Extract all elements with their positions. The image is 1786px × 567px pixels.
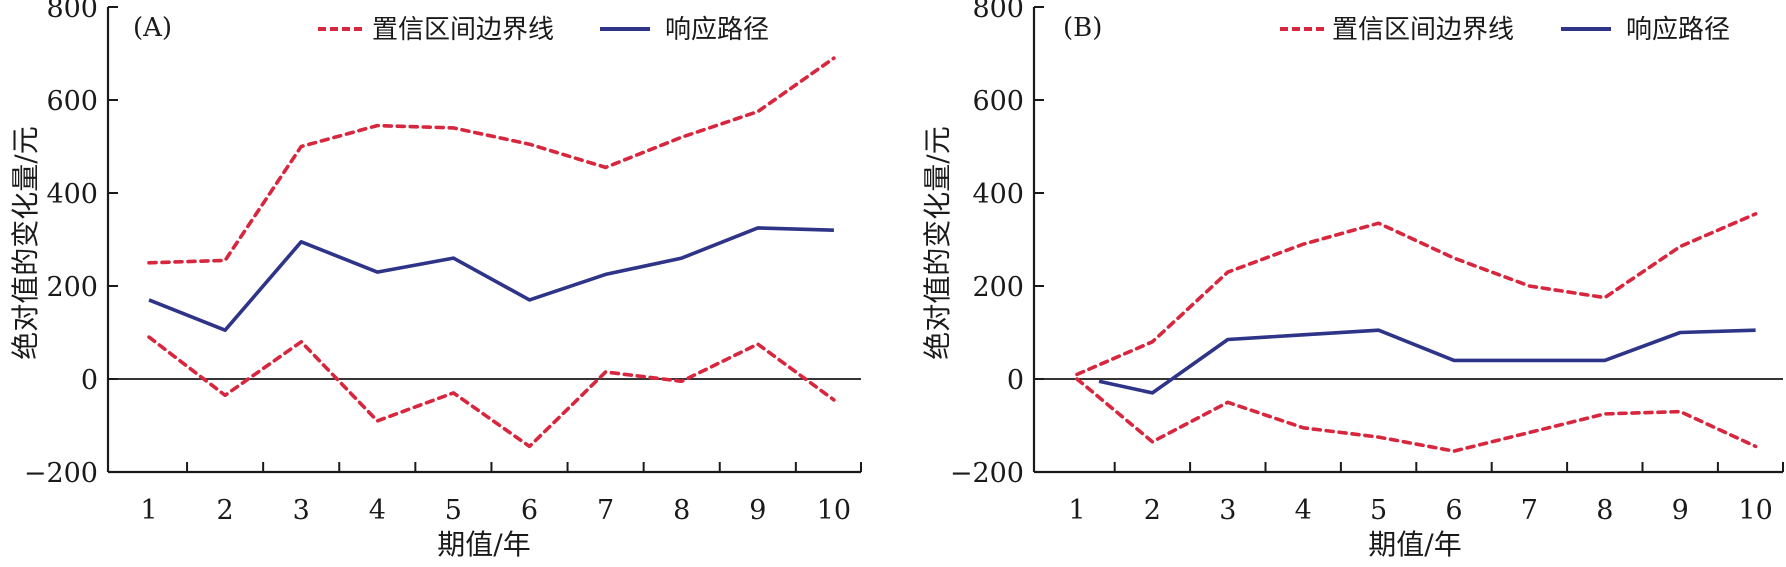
x-tick-label: 3 <box>293 495 310 526</box>
x-tick-label: 7 <box>1521 495 1538 526</box>
y-tick-label: 400 <box>972 179 1024 210</box>
x-tick-label: 4 <box>1295 495 1312 526</box>
x-tick-label: 10 <box>1738 495 1772 526</box>
legend-label-response: 响应路径 <box>665 15 769 45</box>
x-tick-label: 6 <box>1445 495 1462 526</box>
legend-label-bound: 置信区间边界线 <box>1332 15 1514 45</box>
x-tick-label: 1 <box>1068 495 1085 526</box>
series-lower-bound-line <box>1075 377 1758 453</box>
x-axis-title: 期值/年 <box>1368 528 1461 561</box>
series-response-line <box>1098 328 1756 395</box>
x-tick-label: 10 <box>817 495 851 526</box>
y-tick-label: −200 <box>950 458 1024 489</box>
y-tick-label: 200 <box>972 272 1024 303</box>
y-tick-label: 600 <box>46 86 98 117</box>
x-tick-label: 2 <box>217 495 234 526</box>
y-tick-label: 0 <box>1007 365 1024 396</box>
x-tick-label: 5 <box>1370 495 1387 526</box>
series-upper-bound-line <box>1075 212 1758 377</box>
x-tick-label: 4 <box>369 495 386 526</box>
y-axis-title: 绝对值的变化量/元 <box>9 126 42 359</box>
x-tick-label: 1 <box>140 495 157 526</box>
x-tick-label: 3 <box>1219 495 1236 526</box>
x-tick-label: 5 <box>445 495 462 526</box>
panel-b: 绝对值的变化量/元 期值/年 (B) 置信区间边界线 响应路径 −200 0 200… <box>921 0 1784 561</box>
series-upper-bound-line <box>147 56 836 265</box>
panel-a: 绝对值的变化量/元 期值/年 (A) 置信区间边界线 响应路径 −200 0 200… <box>9 0 862 561</box>
x-tick-label: 9 <box>749 495 766 526</box>
y-tick-label: 0 <box>81 365 98 396</box>
x-tick-label: 8 <box>1596 495 1613 526</box>
legend: 置信区间边界线 响应路径 <box>1280 15 1730 45</box>
series-lower-bound-line <box>147 335 836 449</box>
x-tick-label: 2 <box>1144 495 1161 526</box>
legend: 置信区间边界线 响应路径 <box>318 15 769 45</box>
legend-label-bound: 置信区间边界线 <box>372 15 554 45</box>
legend-label-response: 响应路径 <box>1626 15 1730 45</box>
y-axis-title: 绝对值的变化量/元 <box>921 126 954 359</box>
panel-label: (B) <box>1063 13 1102 43</box>
y-tick-label: 800 <box>972 0 1024 24</box>
x-tick-label: 7 <box>597 495 614 526</box>
y-tick-label: 400 <box>46 179 98 210</box>
x-tick-label: 8 <box>673 495 690 526</box>
series-response-line <box>148 226 834 332</box>
y-tick-label: 600 <box>972 86 1024 117</box>
y-tick-label: −200 <box>24 458 98 489</box>
y-tick-label: 800 <box>46 0 98 24</box>
x-tick-label: 9 <box>1672 495 1689 526</box>
x-axis-title: 期值/年 <box>437 528 530 561</box>
y-tick-label: 200 <box>46 272 98 303</box>
x-tick-label: 6 <box>521 495 538 526</box>
panel-label: (A) <box>133 13 172 43</box>
